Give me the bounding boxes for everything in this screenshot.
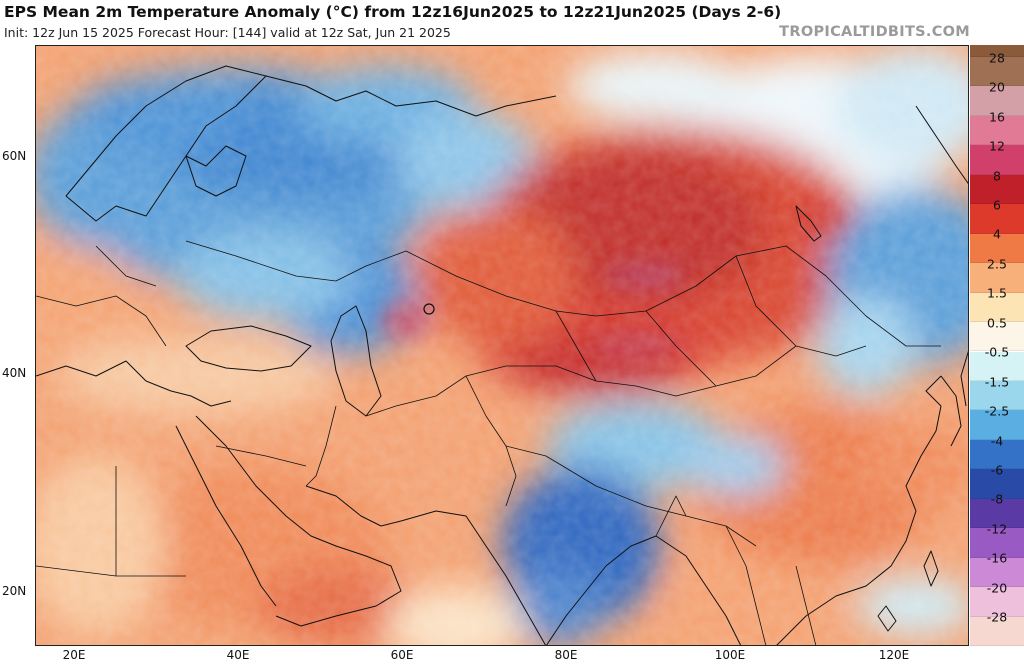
- colorbar-label: -28: [986, 609, 1008, 625]
- colorbar-swatch: [970, 57, 1024, 87]
- lat-label-20n: 20N: [2, 584, 27, 598]
- colorbar-label: -12: [986, 521, 1008, 537]
- colorbar-label: -6: [990, 462, 1004, 478]
- map-svg: [36, 46, 968, 645]
- colorbar-swatch: [970, 528, 1024, 558]
- colorbar-label: -1.5: [984, 374, 1010, 390]
- lon-label-60e: 60E: [390, 648, 414, 662]
- colorbar-swatch: [970, 45, 1024, 57]
- colorbar-label: 16: [989, 109, 1005, 125]
- colorbar-label: -20: [986, 580, 1008, 596]
- colorbar-label: -8: [990, 491, 1004, 507]
- colorbar-swatch: [970, 115, 1024, 146]
- colorbar-swatch: [970, 410, 1024, 440]
- lon-label-120e: 120E: [878, 648, 910, 662]
- coastlines-borders: [36, 65, 968, 645]
- lat-label-60n: 60N: [2, 149, 27, 163]
- colorbar-swatch: [970, 174, 1024, 205]
- colorbar-label: -2.5: [984, 403, 1010, 419]
- colorbar-swatch: [970, 498, 1024, 529]
- colorbar-label: 20: [989, 79, 1005, 95]
- colorbar-label: 0.5: [987, 315, 1007, 331]
- map-title: EPS Mean 2m Temperature Anomaly (°C) fro…: [4, 3, 782, 21]
- colorbar-swatch: [970, 263, 1024, 293]
- colorbar-legend: 28 20 16 12 8 6 4 2.5 1.5 0.5 -0.5 -1.5 -2.5 -4 -6 -8 -1…: [970, 45, 1024, 646]
- colorbar-swatch: [970, 380, 1024, 411]
- colorbar-label: 12: [989, 138, 1005, 154]
- lon-label-100e: 100E: [714, 648, 746, 662]
- colorbar-swatch: [970, 587, 1024, 617]
- colorbar-swatch: [970, 204, 1024, 234]
- colorbar-swatch: [970, 292, 1024, 323]
- colorbar-swatch: [970, 145, 1024, 175]
- texture-overlay: [36, 46, 968, 645]
- colorbar-swatch: [970, 557, 1024, 588]
- colorbar-swatch: [970, 616, 1024, 646]
- colorbar-swatch: [970, 469, 1024, 499]
- city-marker: [423, 303, 435, 315]
- lon-label-20e: 20E: [62, 648, 86, 662]
- colorbar-label: -4: [990, 433, 1004, 449]
- map-subtitle: Init: 12z Jun 15 2025 Forecast Hour: [14…: [4, 25, 451, 40]
- watermark: TROPICALTIDBITS.COM: [779, 24, 970, 40]
- colorbar-label: 4: [993, 226, 1001, 242]
- temperature-anomaly-map: [35, 45, 969, 646]
- colorbar-swatch: [970, 439, 1024, 470]
- lat-label-40n: 40N: [2, 366, 27, 380]
- lon-label-40e: 40E: [226, 648, 250, 662]
- colorbar-label: -0.5: [984, 344, 1010, 360]
- colorbar-swatch: [970, 351, 1024, 381]
- colorbar-label: 8: [993, 168, 1001, 184]
- colorbar-label: 1.5: [987, 285, 1007, 301]
- colorbar-swatch: [970, 233, 1024, 264]
- colorbar-swatch: [970, 322, 1024, 352]
- colorbar-swatch: [970, 86, 1024, 116]
- colorbar-label: 6: [993, 197, 1001, 213]
- lon-label-80e: 80E: [554, 648, 578, 662]
- colorbar-label: -16: [986, 550, 1008, 566]
- colorbar-label: 2.5: [987, 256, 1007, 272]
- colorbar-label: 28: [989, 50, 1005, 66]
